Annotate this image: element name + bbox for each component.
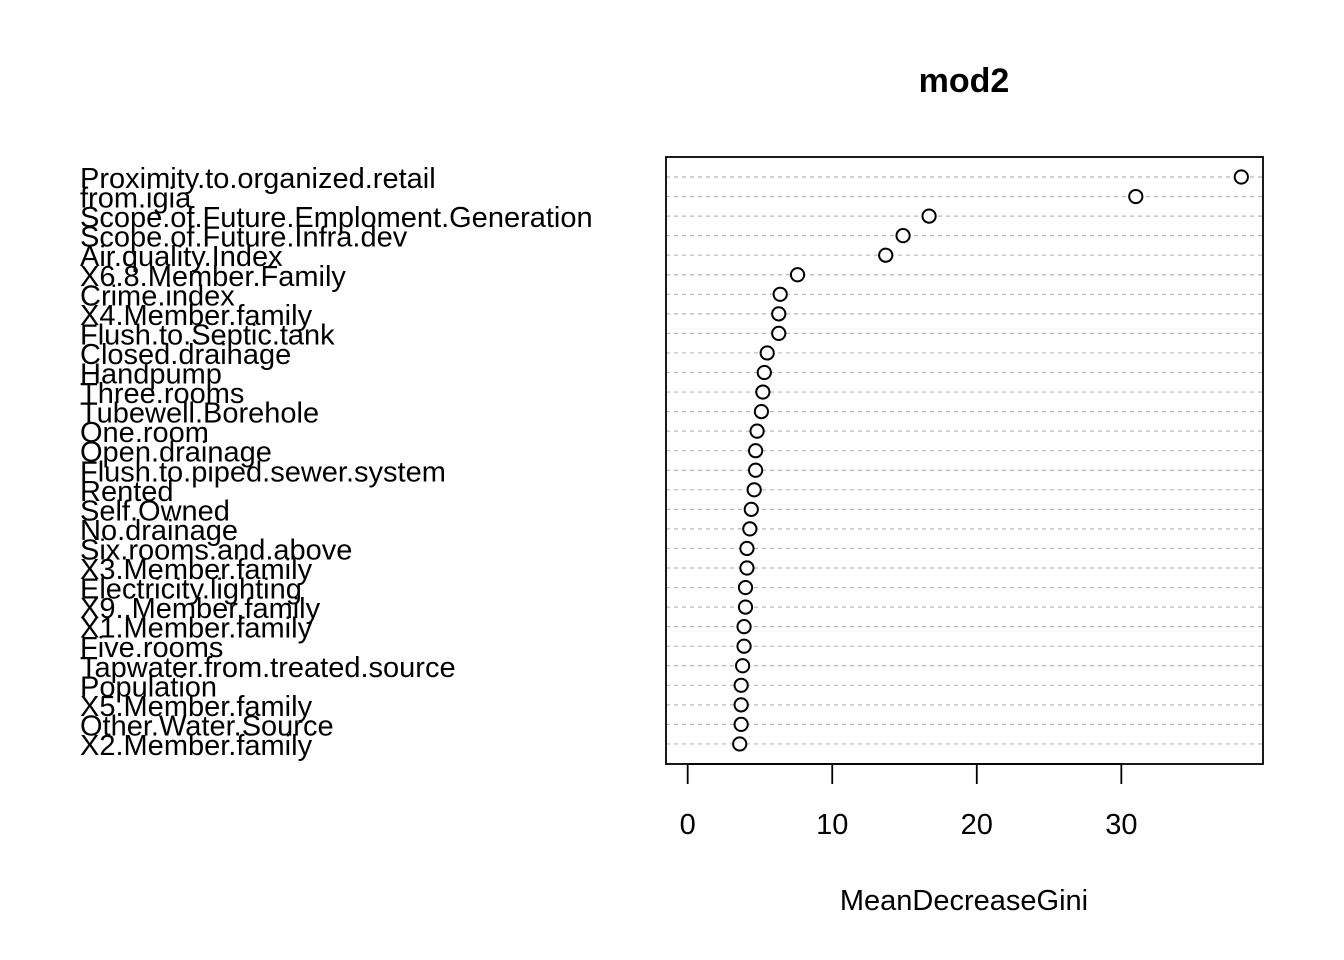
data-point	[739, 560, 755, 576]
chart-title: mod2	[919, 62, 1010, 100]
data-point	[733, 697, 749, 713]
data-point	[742, 521, 758, 537]
row-label: X1.Member.family	[80, 613, 313, 645]
row-label: Scope.of.Future.Infra.dev	[80, 222, 408, 254]
data-point	[756, 364, 772, 381]
row-label: Electricity.lighting	[80, 574, 302, 606]
data-point	[749, 423, 765, 439]
data-point	[1128, 188, 1144, 205]
data-point	[748, 462, 764, 478]
data-point	[737, 579, 754, 596]
row-label: Flush.to.Septic.tank	[80, 319, 335, 351]
data-point	[755, 384, 771, 400]
row-label: Tapwater.from.treated.source	[80, 652, 456, 684]
row-label: Population	[80, 671, 217, 703]
data-point	[895, 228, 911, 244]
row-label: One.room	[80, 417, 209, 449]
data-point	[737, 599, 754, 615]
x-tick-label: 0	[680, 809, 696, 841]
data-point	[759, 345, 775, 361]
row-label: Flush.to.piped.sewer.system	[80, 456, 446, 488]
x-axis-label: MeanDecreaseGini	[840, 885, 1088, 917]
guide-lines	[666, 176, 1263, 745]
row-label: X9..Member.family	[80, 593, 321, 625]
row-label: Tubewell.Borehole	[80, 398, 319, 430]
row-label: Scope.of.Future.Emploment.Generation	[80, 202, 593, 234]
data-point	[1233, 169, 1249, 185]
data-point	[735, 658, 751, 674]
row-label: Six.rooms.and.above	[80, 534, 352, 566]
row-label: Closed.drainage	[80, 339, 291, 371]
row-label: X4.Member.family	[80, 300, 313, 332]
data-point	[733, 677, 749, 693]
data-point	[746, 482, 762, 498]
data-point	[743, 501, 759, 517]
row-label: Rented	[80, 476, 174, 508]
data-point	[921, 208, 937, 224]
row-label: Other.Water.Source	[80, 710, 334, 742]
row-label: from.igia	[80, 183, 192, 215]
data-point	[753, 404, 770, 420]
data-point	[878, 247, 894, 263]
data-point	[771, 306, 787, 322]
row-label: Crime.index	[80, 280, 235, 312]
data-point	[772, 286, 788, 302]
data-points	[732, 169, 1249, 752]
data-point	[748, 443, 764, 459]
row-label: Air.quality.Index	[80, 241, 283, 273]
row-label: Handpump	[80, 359, 222, 391]
row-label: X2.Member.family	[80, 730, 313, 762]
row-label: X3.Member.family	[80, 554, 313, 586]
row-label: Five.rooms	[80, 632, 223, 664]
x-tick-label: 20	[961, 809, 993, 841]
x-axis: 0 10 20 30	[680, 763, 1137, 841]
row-label: Open.drainage	[80, 437, 272, 469]
data-point	[736, 638, 752, 654]
plot-frame	[665, 156, 1264, 765]
data-point	[733, 716, 749, 733]
row-label: Three.rooms	[80, 378, 244, 410]
x-tick-label: 10	[816, 809, 848, 841]
row-label: X6.8.Member.Family	[80, 261, 346, 293]
data-point	[732, 736, 748, 752]
row-label: Proximity.to.organized.retail	[80, 163, 436, 195]
data-point	[739, 540, 755, 557]
row-label: No.drainage	[80, 515, 238, 547]
row-label: Self.Owned	[80, 495, 230, 527]
data-point	[789, 267, 806, 283]
data-point	[736, 619, 752, 635]
row-label: X5.Member.family	[80, 691, 313, 723]
row-labels: Proximity.to.organized.retailfrom.igiaSc…	[80, 163, 593, 762]
data-point	[771, 325, 787, 341]
x-tick-label: 30	[1105, 809, 1137, 841]
